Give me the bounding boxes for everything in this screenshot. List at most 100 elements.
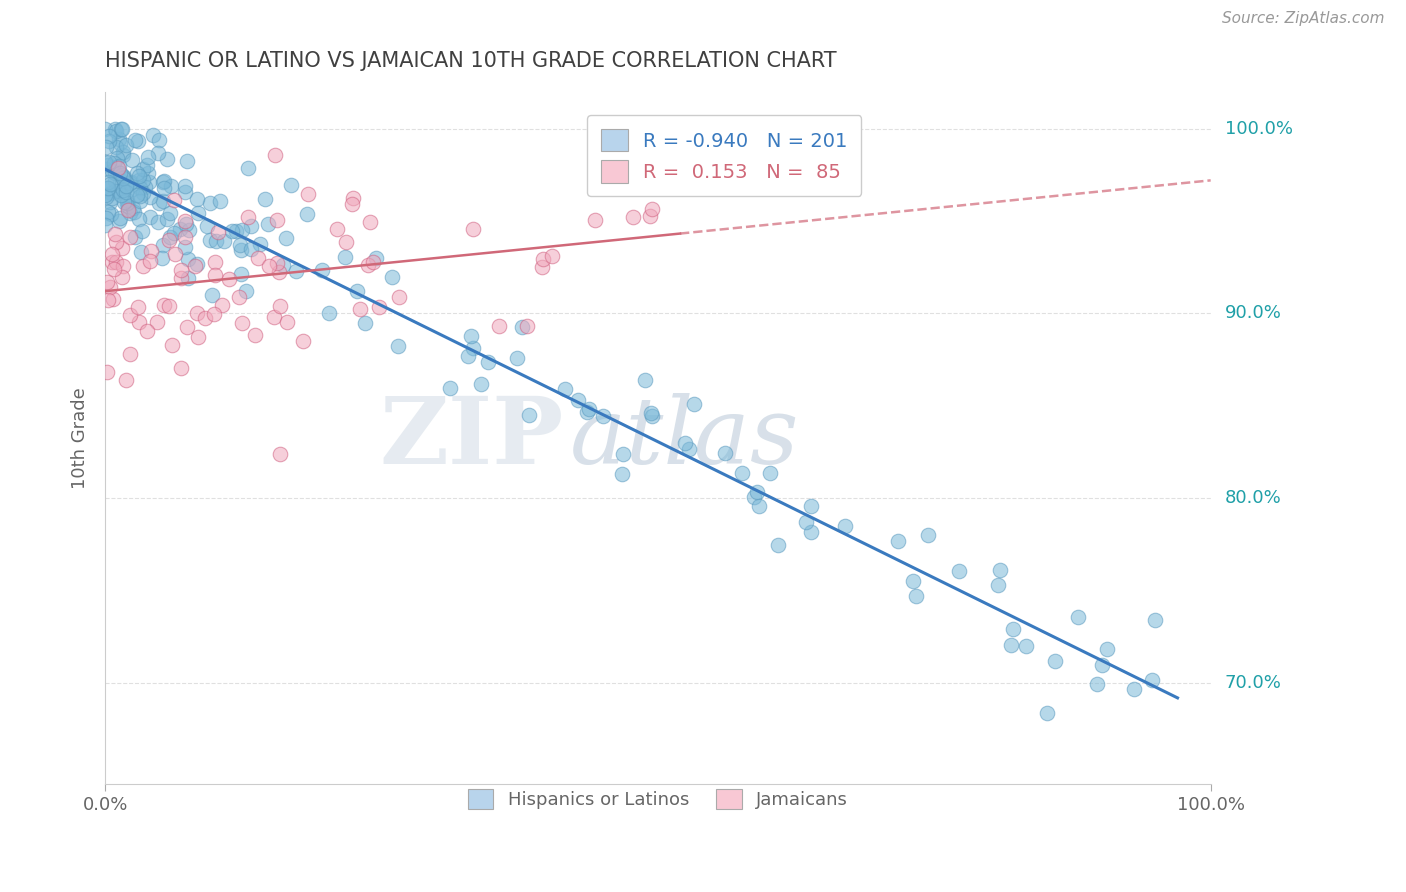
Point [153, 181, 176, 195]
Point [463, 341, 485, 355]
Point [169, 221, 191, 235]
Point [800, 525, 823, 540]
Point [1091, 657, 1114, 672]
Point [576, 404, 599, 418]
Point [94, 139, 117, 153]
Point [186, 257, 208, 271]
Point [834, 518, 856, 533]
Point [794, 515, 817, 529]
Point [152, 194, 174, 209]
Point [94, 218, 117, 232]
Point [256, 217, 278, 231]
Point [612, 447, 634, 461]
Point [159, 229, 181, 244]
Point [97, 155, 120, 169]
Point [221, 224, 243, 238]
Point [263, 310, 285, 324]
Point [634, 373, 657, 387]
Point [641, 202, 664, 216]
Point [112, 170, 135, 185]
Point [901, 574, 924, 588]
Point [118, 176, 141, 190]
Text: ZIP: ZIP [380, 393, 564, 483]
Point [152, 175, 174, 189]
Point [118, 206, 141, 220]
Point [117, 202, 139, 217]
Point [269, 265, 291, 279]
Point [111, 168, 134, 182]
Point [228, 290, 250, 304]
Point [118, 309, 141, 323]
Point [1087, 676, 1109, 690]
Point [1000, 638, 1022, 652]
Point [229, 244, 252, 258]
Point [506, 351, 529, 365]
Point [349, 301, 371, 316]
Point [263, 147, 285, 161]
Point [640, 409, 662, 424]
Point [97, 205, 120, 219]
Text: atlas: atlas [569, 393, 799, 483]
Point [112, 145, 135, 160]
Point [100, 246, 122, 260]
Point [673, 435, 696, 450]
Point [127, 134, 149, 148]
Point [554, 382, 576, 396]
Point [105, 140, 128, 154]
Point [204, 268, 226, 283]
Point [127, 166, 149, 180]
Point [134, 179, 156, 194]
Point [488, 319, 510, 334]
Point [107, 161, 129, 175]
Legend: Hispanics or Latinos, Jamaicans: Hispanics or Latinos, Jamaicans [454, 774, 862, 824]
Point [136, 324, 159, 338]
Point [157, 234, 180, 248]
Point [1002, 622, 1025, 636]
Point [170, 271, 193, 285]
Point [120, 229, 142, 244]
Point [245, 327, 267, 342]
Point [477, 355, 499, 369]
Point [249, 236, 271, 251]
Point [744, 490, 766, 504]
Y-axis label: 10th Grade: 10th Grade [72, 387, 89, 489]
Point [105, 151, 128, 165]
Point [122, 201, 145, 215]
Point [228, 238, 250, 252]
Point [96, 365, 118, 379]
Point [176, 154, 198, 169]
Point [247, 251, 270, 265]
Point [211, 298, 233, 312]
Point [107, 185, 129, 199]
Point [105, 255, 128, 269]
Point [747, 500, 769, 514]
Point [186, 192, 208, 206]
Point [540, 249, 562, 263]
Point [142, 128, 165, 142]
Point [139, 253, 162, 268]
Point [276, 315, 298, 329]
Point [269, 299, 291, 313]
Point [194, 310, 217, 325]
Point [204, 255, 226, 269]
Point [104, 174, 127, 188]
Point [231, 316, 253, 330]
Point [280, 178, 302, 192]
Point [94, 189, 117, 203]
Point [104, 227, 127, 242]
Point [177, 223, 200, 237]
Point [887, 533, 910, 548]
Point [276, 231, 298, 245]
Point [94, 161, 117, 176]
Point [229, 267, 252, 281]
Point [110, 187, 132, 202]
Point [129, 194, 152, 208]
Point [138, 210, 160, 224]
Point [592, 409, 614, 424]
Point [578, 401, 600, 416]
Point [96, 293, 118, 307]
Point [98, 177, 121, 191]
Point [266, 212, 288, 227]
Point [257, 259, 280, 273]
Point [368, 300, 391, 314]
